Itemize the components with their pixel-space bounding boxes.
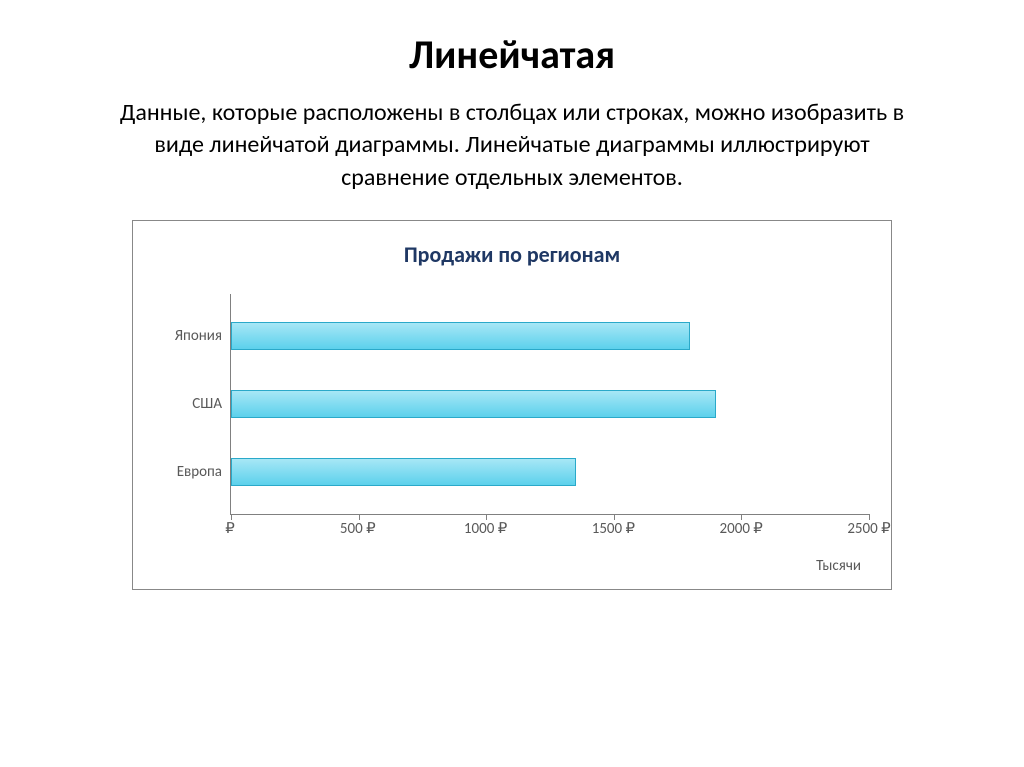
x-axis-labels: ₽500 ₽1000 ₽1500 ₽2000 ₽2500 ₽ (230, 515, 869, 539)
y-axis-category-label: Япония (175, 327, 222, 345)
chart-bar (231, 390, 716, 418)
chart-title: Продажи по регионам (155, 241, 869, 268)
y-axis-category-label: США (192, 395, 222, 413)
chart-plot-row: Япония США Европа (155, 294, 869, 515)
chart-bar (231, 322, 690, 350)
chart-bar (231, 458, 576, 486)
x-axis-tick-label: 1000 ₽ (464, 519, 507, 538)
y-axis-labels: Япония США Европа (155, 294, 230, 514)
chart-container: Продажи по регионам Япония США Европа ₽500… (132, 220, 892, 590)
x-axis-unit-label: Тысячи (155, 557, 869, 575)
x-axis-tick-label: 500 ₽ (340, 519, 376, 538)
x-axis-tick-label: 1500 ₽ (592, 519, 635, 538)
y-axis-category-label: Европа (177, 463, 222, 481)
x-axis-tick-label: ₽ (225, 519, 235, 538)
x-axis-spacer (155, 515, 230, 539)
slide: Линейчатая Данные, которые расположены в… (0, 0, 1024, 767)
slide-description: Данные, которые расположены в столбцах и… (112, 97, 912, 194)
x-axis-tick-label: 2000 ₽ (720, 519, 763, 538)
x-axis-row: ₽500 ₽1000 ₽1500 ₽2000 ₽2500 ₽ (155, 515, 869, 539)
chart-plot-area (230, 294, 869, 515)
x-axis-tick-label: 2500 ₽ (847, 519, 890, 538)
slide-title: Линейчатая (0, 30, 1024, 79)
